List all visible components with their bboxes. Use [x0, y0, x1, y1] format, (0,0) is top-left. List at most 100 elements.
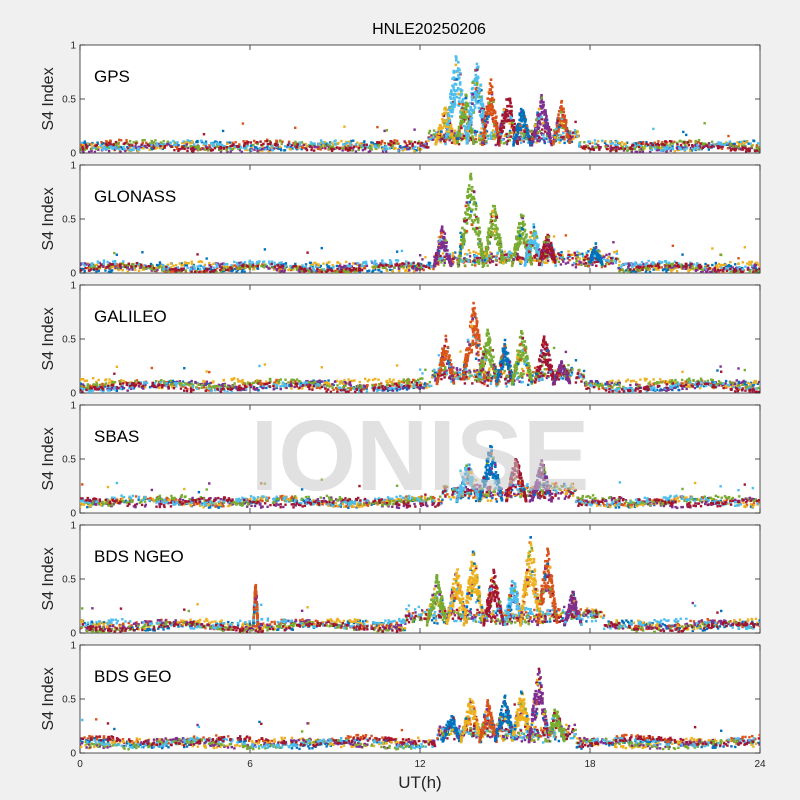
data-point: [368, 149, 372, 153]
data-point: [561, 258, 564, 261]
data-point: [518, 137, 522, 141]
data-point: [349, 264, 352, 268]
data-point: [189, 139, 192, 143]
burst-point: [556, 119, 559, 123]
data-point: [157, 144, 160, 148]
data-point: [266, 138, 269, 141]
data-point: [375, 141, 379, 144]
data-point: [236, 145, 239, 148]
data-point: [156, 268, 159, 272]
data-point: [402, 146, 405, 149]
data-point: [725, 143, 729, 147]
data-point: [83, 270, 86, 273]
data-point: [268, 267, 271, 270]
data-point: [469, 260, 472, 263]
data-point: [706, 268, 709, 271]
data-point: [211, 269, 214, 273]
data-point: [637, 145, 641, 149]
data-point: [462, 134, 466, 138]
burst-point: [540, 94, 543, 97]
burst-point: [442, 124, 446, 128]
data-point: [312, 149, 316, 152]
burst-point: [450, 129, 454, 133]
burst-point: [474, 76, 478, 80]
burst-point: [489, 111, 492, 114]
data-point: [538, 129, 542, 133]
data-point: [698, 146, 702, 149]
data-point: [737, 146, 740, 149]
burst-point: [540, 99, 544, 102]
data-point: [747, 142, 750, 145]
data-point: [543, 141, 547, 145]
data-point: [277, 147, 280, 151]
burst-point: [470, 189, 474, 192]
data-point: [326, 261, 329, 265]
burst-point: [449, 126, 453, 130]
data-point: [80, 268, 83, 272]
burst-point: [465, 129, 468, 132]
burst-point: [471, 208, 474, 212]
data-point: [580, 263, 583, 267]
data-point: [221, 264, 225, 268]
data-point: [383, 129, 386, 133]
burst-point: [446, 254, 449, 258]
data-point: [706, 145, 710, 149]
data-point: [91, 141, 94, 145]
burst-point: [470, 98, 474, 102]
data-point: [302, 270, 306, 273]
y-axis-label: S4 Index: [40, 67, 57, 130]
burst-point: [438, 126, 442, 130]
data-point: [525, 137, 528, 141]
data-point: [389, 262, 392, 265]
data-point: [180, 267, 183, 270]
data-point: [300, 145, 303, 148]
data-point: [698, 144, 702, 148]
burst-point: [458, 129, 461, 133]
burst-point: [433, 259, 437, 263]
data-point: [253, 148, 256, 151]
data-point: [390, 264, 393, 268]
burst-point: [451, 77, 454, 81]
burst-point: [510, 105, 513, 108]
data-point: [162, 269, 165, 273]
data-point: [473, 131, 477, 134]
data-point: [584, 262, 588, 265]
data-point: [478, 256, 481, 260]
data-point: [382, 264, 385, 267]
burst-point: [519, 116, 523, 119]
data-point: [200, 270, 203, 273]
data-point: [383, 262, 387, 265]
data-point: [399, 265, 403, 269]
burst-point: [457, 60, 460, 64]
data-point: [682, 265, 685, 268]
data-point: [757, 270, 760, 273]
data-point: [148, 267, 152, 270]
data-point: [729, 264, 733, 268]
data-point: [741, 266, 744, 270]
data-point: [611, 262, 615, 265]
burst-point: [457, 92, 460, 96]
data-point: [328, 267, 331, 270]
data-point: [315, 269, 319, 273]
data-point: [101, 148, 104, 151]
burst-point: [513, 126, 516, 130]
burst-point: [502, 121, 506, 125]
data-point: [633, 147, 637, 151]
data-point: [203, 265, 206, 269]
burst-point: [533, 133, 536, 137]
data-point: [703, 265, 707, 269]
data-point: [733, 270, 736, 273]
data-point: [264, 148, 267, 151]
data-point: [443, 259, 446, 262]
data-point: [560, 136, 563, 139]
data-point: [272, 268, 276, 271]
data-point: [81, 147, 85, 150]
data-point: [561, 137, 565, 141]
data-point: [140, 143, 143, 146]
data-point: [377, 265, 380, 268]
data-point: [471, 263, 474, 267]
data-point: [261, 263, 264, 266]
burst-point: [515, 129, 519, 132]
burst-point: [560, 121, 564, 125]
data-point: [456, 258, 459, 261]
